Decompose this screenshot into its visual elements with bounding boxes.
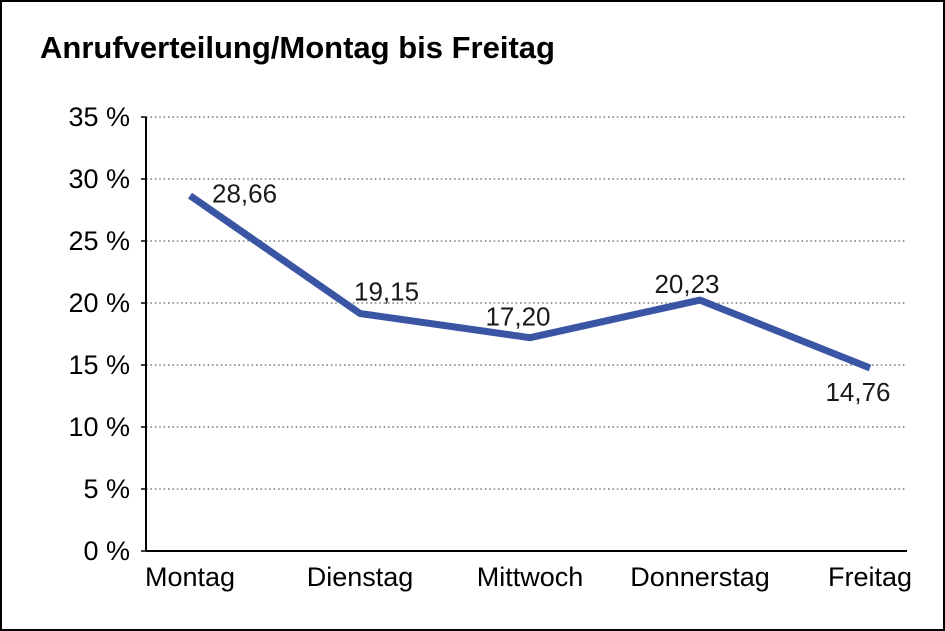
- x-category-label: Freitag: [828, 562, 912, 592]
- data-point-label: 19,15: [354, 277, 419, 307]
- y-tick-label: 5 %: [83, 474, 130, 504]
- y-tick-label: 30 %: [68, 164, 130, 194]
- y-tick-label: 10 %: [68, 412, 130, 442]
- data-point-label: 17,20: [485, 302, 550, 332]
- y-tick-label: 15 %: [68, 350, 130, 380]
- x-category-label: Dienstag: [307, 562, 414, 592]
- x-category-label: Mittwoch: [477, 562, 584, 592]
- y-tick-label: 20 %: [68, 288, 130, 318]
- y-tick-label: 25 %: [68, 226, 130, 256]
- data-point-label: 14,76: [825, 377, 890, 407]
- data-point-label: 28,66: [212, 179, 277, 209]
- data-point-label: 20,23: [654, 269, 719, 299]
- y-tick-label: 0 %: [83, 536, 130, 566]
- y-tick-label: 35 %: [68, 102, 130, 132]
- chart-title: Anrufverteilung/Montag bis Freitag: [40, 30, 555, 65]
- x-category-label: Donnerstag: [630, 562, 770, 592]
- x-category-label: Montag: [145, 562, 235, 592]
- data-line: [188, 192, 872, 372]
